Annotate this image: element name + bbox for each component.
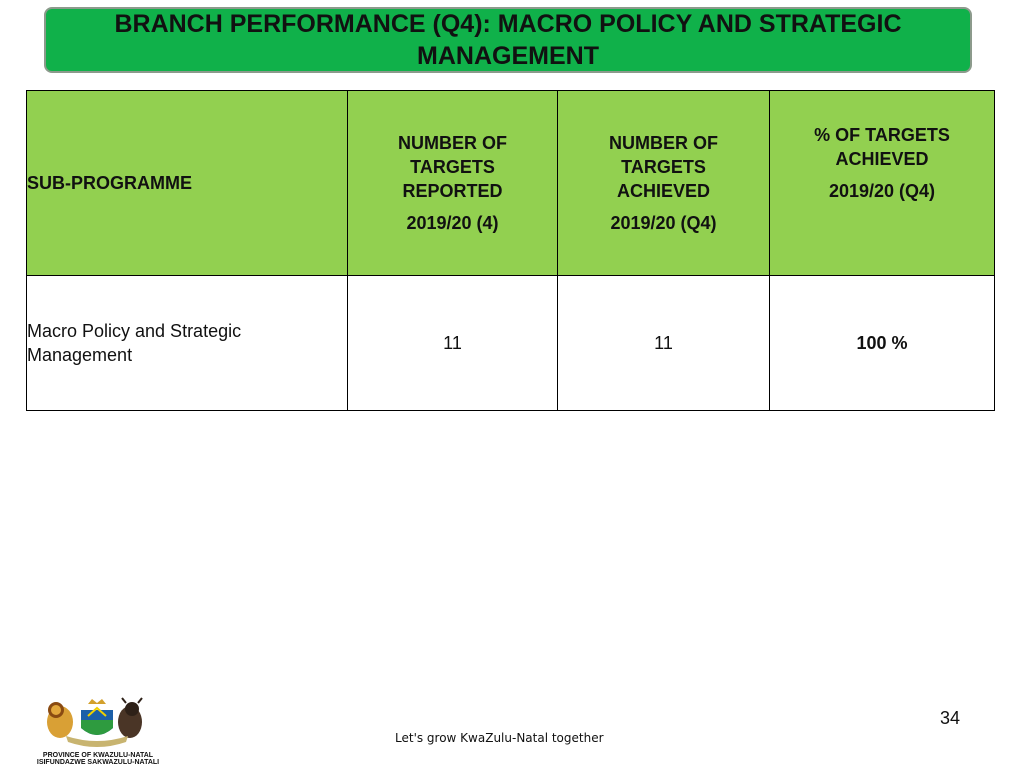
header-targets-achieved-label: NUMBER OF TARGETS ACHIEVED	[609, 133, 718, 201]
cell-sub-programme: Macro Policy and Strategic Management	[26, 275, 348, 411]
table-row: Macro Policy and Strategic Management 11…	[26, 275, 995, 411]
header-targets-achieved-year: 2019/20 (Q4)	[610, 213, 717, 233]
cell-percent-achieved: 100 %	[769, 275, 995, 411]
title-banner: BRANCH PERFORMANCE (Q4): MACRO POLICY AN…	[44, 7, 972, 73]
page-number: 34	[940, 708, 961, 728]
header-percent-achieved: % OF TARGETS ACHIEVED 2019/20 (Q4)	[769, 90, 995, 276]
cell-targets-achieved: 11	[557, 275, 770, 411]
header-targets-reported-label: NUMBER OF TARGETS REPORTED	[398, 133, 507, 201]
header-percent-achieved-label: % OF TARGETS ACHIEVED	[814, 125, 950, 169]
logo-caption: PROVINCE OF KWAZULU-NATAL ISIFUNDAZWE SA…	[18, 752, 178, 766]
table-header-row: SUB-PROGRAMME NUMBER OF TARGETS REPORTED…	[26, 90, 995, 276]
slide-title: BRANCH PERFORMANCE (Q4): MACRO POLICY AN…	[114, 10, 902, 70]
logo-caption-line2: ISIFUNDAZWE SAKWAZULU-NATALI	[36, 759, 160, 766]
header-sub-programme: SUB-PROGRAMME	[26, 90, 348, 276]
header-percent-achieved-year: 2019/20 (Q4)	[828, 181, 936, 201]
coat-of-arms-icon	[47, 697, 143, 747]
header-targets-reported-year: 2019/20 (4)	[406, 213, 499, 233]
kzn-coat-of-arms-logo	[26, 696, 172, 762]
footer-tagline: Let's grow KwaZulu-Natal together	[395, 731, 604, 745]
cell-targets-reported: 11	[347, 275, 558, 411]
header-targets-achieved: NUMBER OF TARGETS ACHIEVED 2019/20 (Q4)	[557, 90, 770, 276]
logo-caption-line1: PROVINCE OF KWAZULU-NATAL	[42, 752, 154, 759]
header-targets-reported: NUMBER OF TARGETS REPORTED 2019/20 (4)	[347, 90, 558, 276]
performance-table: SUB-PROGRAMME NUMBER OF TARGETS REPORTED…	[26, 90, 995, 411]
